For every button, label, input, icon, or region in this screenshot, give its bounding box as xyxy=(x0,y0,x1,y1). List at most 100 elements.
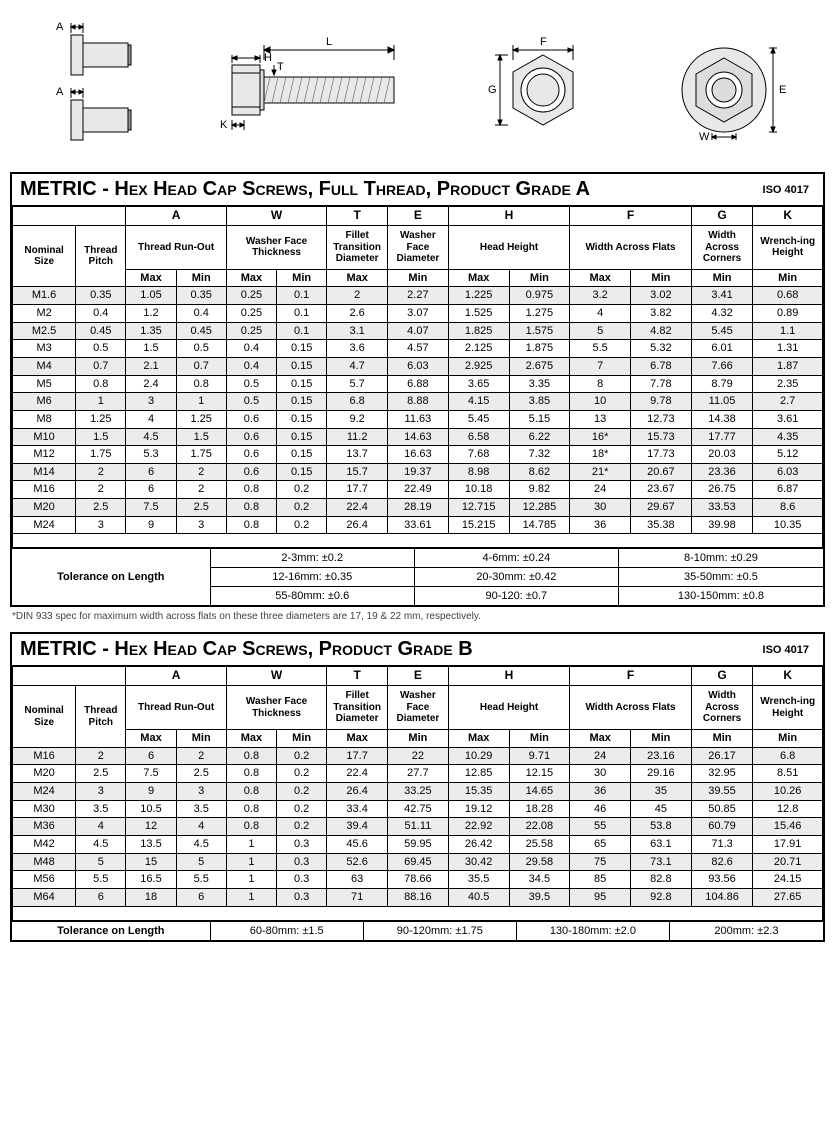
cell: 2.4 xyxy=(126,375,176,393)
cell: 5.45 xyxy=(448,410,509,428)
cell: 7.5 xyxy=(126,499,176,517)
cell: 4.57 xyxy=(388,340,449,358)
cell: 3.5 xyxy=(76,800,126,818)
cell: 0.1 xyxy=(277,305,327,323)
cell: 15.35 xyxy=(448,783,509,801)
cell: 60.79 xyxy=(691,818,753,836)
cell: 5.32 xyxy=(631,340,692,358)
cell: 5.5 xyxy=(176,871,226,889)
cell: 5.3 xyxy=(126,446,176,464)
cell: 10.35 xyxy=(753,516,823,534)
cell: 26.4 xyxy=(327,783,388,801)
cell: 0.6 xyxy=(226,410,276,428)
table-row: M142620.60.1515.719.378.988.6221*20.6723… xyxy=(13,463,823,481)
cell: 5.15 xyxy=(509,410,570,428)
cell: 32.95 xyxy=(691,765,753,783)
col-sub: Max xyxy=(327,730,388,748)
cell: M6 xyxy=(13,393,76,411)
cell: 0.4 xyxy=(76,305,126,323)
cell: 35.38 xyxy=(631,516,692,534)
col-letter: A xyxy=(126,207,226,226)
cell: 51.11 xyxy=(388,818,449,836)
cell: 27.65 xyxy=(753,888,823,906)
cell: 1.225 xyxy=(448,287,509,305)
cell: 1 xyxy=(76,393,126,411)
col-desc: Wrench-ing Height xyxy=(753,686,823,730)
technical-diagrams: A A xyxy=(10,10,825,160)
cell: 21* xyxy=(570,463,631,481)
cell: M14 xyxy=(13,463,76,481)
col-letter: E xyxy=(388,207,449,226)
cell: 15.73 xyxy=(631,428,692,446)
cell: 4.07 xyxy=(388,322,449,340)
cell: 1.275 xyxy=(509,305,570,323)
cell: 53.8 xyxy=(631,818,692,836)
cell: 12.73 xyxy=(631,410,692,428)
table-row: M61310.50.156.88.884.153.85109.7811.052.… xyxy=(13,393,823,411)
cell: M5 xyxy=(13,375,76,393)
table-row: M40.72.10.70.40.154.76.032.9252.67576.78… xyxy=(13,358,823,376)
cell: 5.12 xyxy=(753,446,823,464)
cell: 39.5 xyxy=(509,888,570,906)
cell: 10 xyxy=(570,393,631,411)
cell: M48 xyxy=(13,853,76,871)
col-desc: Wrench-ing Height xyxy=(753,225,823,269)
cell: 39.4 xyxy=(327,818,388,836)
cell: M42 xyxy=(13,836,76,854)
col-letter: E xyxy=(388,667,449,686)
cell: 1.1 xyxy=(753,322,823,340)
cell: 12.285 xyxy=(509,499,570,517)
cell: 17.7 xyxy=(327,481,388,499)
cell: 34.5 xyxy=(509,871,570,889)
cell: 0.25 xyxy=(226,287,276,305)
cell: 2 xyxy=(76,463,126,481)
cell: 2.5 xyxy=(76,765,126,783)
cell: 22.4 xyxy=(327,765,388,783)
cell: 1.525 xyxy=(448,305,509,323)
cell: 1 xyxy=(226,871,276,889)
cell: 6 xyxy=(126,481,176,499)
cell: 0.15 xyxy=(277,393,327,411)
cell: 29.67 xyxy=(631,499,692,517)
cell: 0.15 xyxy=(277,340,327,358)
dim-label-A2: A xyxy=(56,86,64,98)
cell: 9 xyxy=(126,516,176,534)
cell: 71.3 xyxy=(691,836,753,854)
table-row: M48515510.352.669.4530.4229.587573.182.6… xyxy=(13,853,823,871)
cell: M3 xyxy=(13,340,76,358)
cell: 12.8 xyxy=(753,800,823,818)
cell: 26.75 xyxy=(691,481,753,499)
col-desc: Head Height xyxy=(448,225,570,269)
cell: 0.5 xyxy=(76,340,126,358)
cell: 75 xyxy=(570,853,631,871)
cell: 33.53 xyxy=(691,499,753,517)
tolerance-cell: 130-180mm: ±2.0 xyxy=(517,922,670,940)
cell: M12 xyxy=(13,446,76,464)
table-row: M3641240.80.239.451.1122.9222.085553.860… xyxy=(13,818,823,836)
cell: 1.875 xyxy=(509,340,570,358)
cell: 0.8 xyxy=(226,516,276,534)
cell: 6.58 xyxy=(448,428,509,446)
cell: 39.98 xyxy=(691,516,753,534)
cell: 7 xyxy=(570,358,631,376)
cell: 4 xyxy=(76,818,126,836)
cell: M8 xyxy=(13,410,76,428)
cell: 6 xyxy=(176,888,226,906)
cell: 65 xyxy=(570,836,631,854)
dim-label-H: H xyxy=(264,52,272,64)
cell: 3.85 xyxy=(509,393,570,411)
cell: 6.03 xyxy=(753,463,823,481)
cell: 10.18 xyxy=(448,481,509,499)
col-letter: H xyxy=(448,207,570,226)
cell: 30 xyxy=(570,765,631,783)
cell: 2.6 xyxy=(327,305,388,323)
col-letter: G xyxy=(691,667,753,686)
cell: 71 xyxy=(327,888,388,906)
cell: 10.29 xyxy=(448,747,509,765)
cell: 0.2 xyxy=(277,765,327,783)
col-letter: G xyxy=(691,207,753,226)
cell: 5 xyxy=(76,853,126,871)
cell: 26.17 xyxy=(691,747,753,765)
table-b-title: METRIC - Hex Head Cap Screws, Product Gr… xyxy=(20,638,763,661)
cell: 82.8 xyxy=(631,871,692,889)
